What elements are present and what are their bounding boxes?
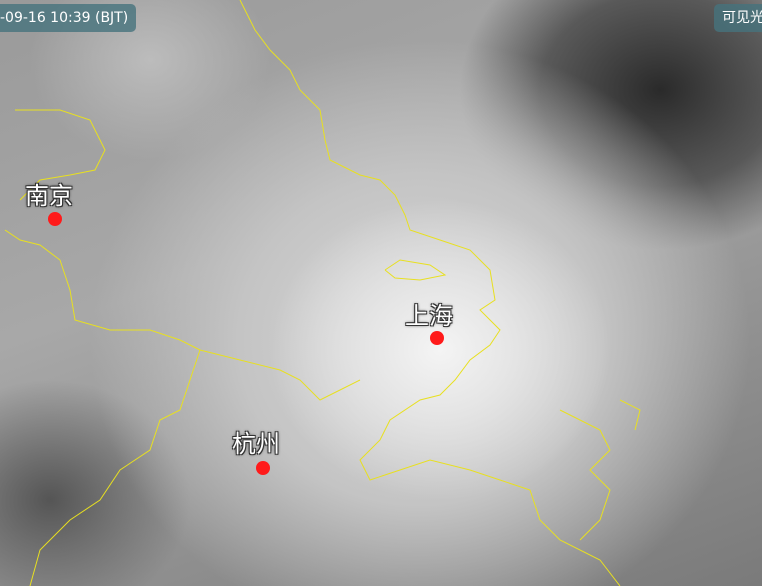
city-label: 杭州	[232, 430, 280, 458]
city-label: 上海	[405, 302, 453, 330]
city-label: 南京	[25, 182, 73, 210]
location-dot-icon	[48, 212, 62, 226]
location-dot-icon	[256, 461, 270, 475]
image-type-label: 可见光	[714, 4, 762, 32]
location-dot-icon	[430, 331, 444, 345]
timestamp-label: -09-16 10:39 (BJT)	[0, 4, 137, 32]
